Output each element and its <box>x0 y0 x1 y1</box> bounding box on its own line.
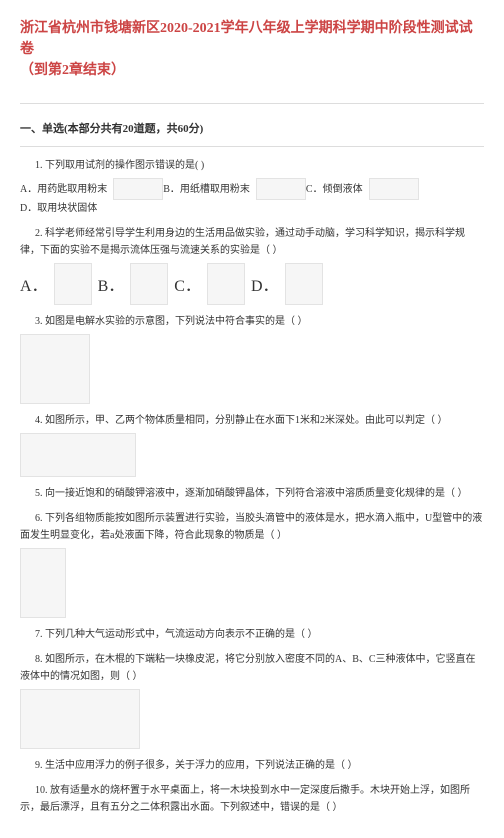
q2-opt-b: B． <box>98 272 125 296</box>
q4-img <box>20 433 136 477</box>
question-2-options: A． B． C． D． <box>20 263 484 305</box>
q1-img-b <box>256 178 306 200</box>
question-9: 9. 生活中应用浮力的例子很多，关于浮力的应用，下列说法正确的是（ ） <box>20 757 484 774</box>
q1-img-c <box>369 178 419 200</box>
question-2: 2. 科学老师经常引导学生利用身边的生活用品做实验，通过动手动脑，学习科学知识，… <box>20 225 484 259</box>
q1-opt-d: D．取用块状固体 <box>20 200 97 217</box>
q1-opt-a: A．用药匙取用粉末 <box>20 181 107 198</box>
q1-opt-c: C．倾倒液体 <box>306 181 363 198</box>
q8-img <box>20 689 140 749</box>
q2-img-b <box>130 263 168 305</box>
divider-top <box>20 103 484 104</box>
question-1: 1. 下列取用试剂的操作图示错误的是( ) <box>20 157 484 174</box>
q1-img-a <box>113 178 163 200</box>
q2-img-d <box>285 263 323 305</box>
question-1-options: A．用药匙取用粉末 B．用纸槽取用粉末 C．倾倒液体 D．取用块状固体 <box>20 178 484 217</box>
question-8: 8. 如图所示，在木棍的下端粘一块橡皮泥，将它分别放入密度不同的A、B、C三种液… <box>20 651 484 685</box>
question-8-figure <box>20 689 484 749</box>
question-7: 7. 下列几种大气运动形式中，气流运动方向表示不正确的是（ ） <box>20 626 484 643</box>
title-line1: 浙江省杭州市钱塘新区2020-2021学年八年级上学期科学期中阶段性测试试卷 <box>20 21 473 57</box>
title-line2: （到第2章结束） <box>20 63 125 78</box>
q3-img <box>20 334 90 404</box>
q1-opt-b: B．用纸槽取用粉末 <box>163 181 250 198</box>
q2-opt-c: C． <box>174 272 201 296</box>
question-6-figure <box>20 548 484 618</box>
q2-img-a <box>54 263 92 305</box>
question-3: 3. 如图是电解水实验的示意图，下列说法中符合事实的是（ ） <box>20 313 484 330</box>
q2-img-c <box>207 263 245 305</box>
section-1-header: 一、单选(本部分共有20道题，共60分) <box>20 120 484 136</box>
question-4: 4. 如图所示，甲、乙两个物体质量相同，分别静止在水面下1米和2米深处。由此可以… <box>20 412 484 429</box>
question-10: 10. 放有适量水的烧杯置于水平桌面上，将一木块投到水中一定深度后撒手。木块开始… <box>20 782 484 816</box>
question-3-figure <box>20 334 484 404</box>
question-5: 5. 向一接近饱和的硝酸钾溶液中，逐渐加硝酸钾晶体，下列符合溶液中溶质质量变化规… <box>20 485 484 502</box>
divider-sec <box>20 146 484 147</box>
q2-opt-a: A． <box>20 272 48 296</box>
q6-img <box>20 548 66 618</box>
question-4-figure <box>20 433 484 477</box>
question-6: 6. 下列各组物质能按如图所示装置进行实验，当胶头滴管中的液体是水，把水滴入瓶中… <box>20 510 484 544</box>
q2-opt-d: D． <box>251 272 279 296</box>
